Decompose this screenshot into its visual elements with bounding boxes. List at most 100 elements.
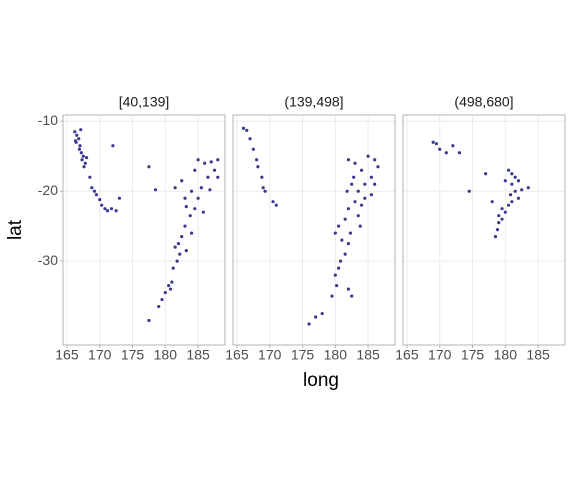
point [85, 156, 89, 160]
point [73, 139, 78, 143]
point [88, 175, 92, 179]
point [80, 158, 84, 162]
strip-label: [40,139] [119, 94, 170, 110]
point [274, 203, 278, 207]
point [346, 158, 351, 162]
point [178, 252, 182, 256]
point [503, 179, 507, 183]
point [330, 294, 334, 298]
point [173, 186, 177, 190]
point [444, 151, 448, 155]
point [343, 252, 347, 256]
point [373, 182, 377, 186]
point [171, 266, 175, 270]
point [314, 315, 318, 319]
x-tick-label: 170 [428, 347, 452, 363]
point [180, 179, 184, 183]
point [484, 172, 488, 176]
point [352, 175, 356, 179]
point [356, 189, 360, 193]
point [199, 186, 203, 190]
point [516, 196, 521, 200]
point [508, 193, 513, 197]
y-tick-label: -10 [38, 112, 58, 128]
point [77, 137, 81, 141]
point [369, 193, 373, 197]
x-tick-label: 170 [88, 347, 112, 363]
point [111, 144, 115, 148]
x-tick-label: 165 [55, 347, 79, 363]
point [345, 189, 349, 193]
point [216, 158, 220, 162]
point [340, 238, 344, 242]
point [170, 280, 174, 284]
point [510, 182, 514, 186]
point [184, 204, 188, 209]
point [497, 214, 501, 218]
point [271, 200, 275, 204]
panel-border [62, 114, 226, 346]
point [94, 193, 99, 197]
point [117, 196, 122, 200]
point [157, 304, 161, 309]
x-tick-label: 185 [186, 347, 210, 363]
point [520, 188, 524, 192]
point [346, 207, 351, 211]
point [490, 200, 494, 204]
point [255, 158, 259, 162]
point [431, 140, 435, 144]
point [188, 214, 192, 218]
x-axis-title: long [303, 370, 339, 391]
point [176, 242, 181, 246]
point [256, 165, 260, 169]
x-tick-label: 165 [395, 347, 419, 363]
x-tick-label: 165 [225, 347, 249, 363]
point [350, 182, 354, 186]
point [209, 160, 213, 164]
point [363, 182, 367, 186]
point [183, 224, 187, 228]
point [206, 175, 210, 179]
point [245, 128, 249, 132]
point [335, 283, 339, 288]
point [260, 175, 264, 179]
point [103, 207, 107, 211]
point [353, 161, 357, 165]
point [173, 245, 177, 249]
point [79, 151, 83, 155]
point [363, 196, 367, 200]
y-tick-label: -20 [38, 182, 58, 198]
point [333, 231, 337, 235]
x-tick-label: 175 [461, 347, 485, 363]
point [109, 207, 114, 211]
point [189, 231, 194, 235]
point [114, 209, 118, 213]
point [83, 161, 87, 165]
point [263, 189, 267, 193]
point [163, 290, 167, 295]
point [500, 207, 504, 211]
point [105, 209, 110, 213]
point [184, 249, 188, 253]
point [336, 224, 341, 228]
point [77, 147, 81, 151]
x-tick-label: 185 [356, 347, 380, 363]
point [500, 217, 504, 221]
point [147, 318, 151, 323]
point [506, 168, 511, 172]
point [100, 203, 104, 207]
point [196, 158, 200, 162]
x-tick-label: 170 [258, 347, 282, 363]
point [438, 147, 442, 151]
point [513, 189, 517, 193]
point [78, 144, 82, 148]
x-tick-label: 180 [324, 347, 348, 363]
point [510, 172, 514, 176]
point [353, 200, 357, 204]
point [346, 242, 351, 246]
strip-label: (498,680] [454, 94, 513, 110]
panel-border [232, 114, 396, 346]
point [373, 158, 377, 162]
point [73, 130, 77, 134]
